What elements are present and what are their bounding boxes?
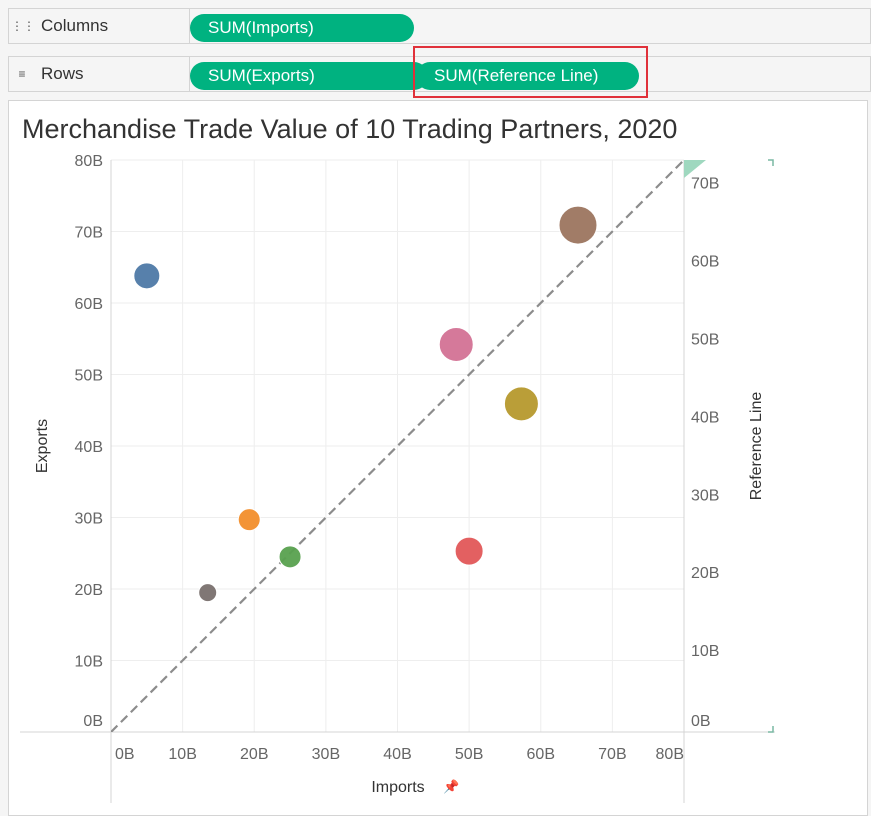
y2-tick-label: 50B (691, 331, 719, 348)
rows-shelf: ≡ Rows SUM(Exports) SUM(Reference Line) (8, 56, 871, 92)
axes (20, 159, 775, 803)
reference-line (111, 160, 684, 732)
y2-axis-title: Reference Line (748, 392, 765, 501)
data-point (133, 262, 161, 290)
y-axis-title: Exports (34, 419, 51, 473)
pane-corner-marker (768, 159, 774, 166)
y-tick-label: 30B (75, 511, 103, 528)
reference-line-pill[interactable]: SUM(Reference Line) (416, 62, 639, 90)
worksheet (8, 100, 868, 816)
data-point (278, 545, 302, 569)
x-tick-label: 0B (115, 746, 135, 763)
y-tick-label: 10B (75, 654, 103, 671)
pane-corner-marker (768, 726, 774, 733)
y2-tick-label: 10B (691, 643, 719, 660)
y-tick-label: 20B (75, 582, 103, 599)
data-point (503, 386, 539, 422)
columns-shelf: ⋮⋮ Columns SUM(Imports) (8, 8, 871, 44)
x-tick-label: 50B (455, 746, 483, 763)
rows-shelf-label: ≡ Rows (9, 57, 190, 91)
y-tick-label: 70B (75, 225, 103, 242)
data-points (133, 205, 598, 603)
x-tick-label: 10B (168, 746, 196, 763)
tick-labels: 0B 10B 20B 30B 40B 50B 60B 70B 80B 0B 10B 20B 30B 40B… (75, 153, 720, 763)
reference-line-highlight (413, 46, 648, 98)
x-tick-label: 70B (598, 746, 626, 763)
data-point (237, 508, 261, 532)
y2-tick-label: 0B (691, 713, 711, 730)
columns-shelf-label: ⋮⋮ Columns (9, 9, 190, 43)
x-tick-label: 30B (312, 746, 340, 763)
imports-pill[interactable]: SUM(Imports) (190, 14, 414, 42)
x-tick-label: 80B (656, 746, 684, 763)
y2-tick-label: 40B (691, 409, 719, 426)
y-tick-label: 0B (83, 713, 103, 730)
x-axis-title: Imports (371, 779, 424, 796)
data-point (198, 583, 218, 603)
x-tick-label: 40B (383, 746, 411, 763)
reference-band-marker (684, 160, 706, 178)
rows-icon: ≡ (18, 67, 26, 81)
columns-icon: ⋮⋮ (11, 19, 35, 33)
x-tick-label: 20B (240, 746, 268, 763)
y-tick-label: 40B (75, 439, 103, 456)
y2-tick-label: 60B (691, 254, 719, 271)
y2-tick-label: 20B (691, 565, 719, 582)
y-tick-label: 60B (75, 296, 103, 313)
data-point (438, 326, 474, 362)
reference-line-path (111, 160, 684, 732)
chart-title: Merchandise Trade Value of 10 Trading Pa… (22, 114, 678, 144)
y2-tick-label: 70B (691, 176, 719, 193)
x-tick-label: 60B (527, 746, 555, 763)
y2-tick-label: 30B (691, 487, 719, 504)
data-point (454, 536, 484, 566)
exports-pill[interactable]: SUM(Exports) (190, 62, 428, 90)
data-point (558, 205, 598, 245)
pin-icon[interactable]: 📌 (443, 778, 459, 794)
y-tick-label: 50B (75, 368, 103, 385)
y-tick-label: 80B (75, 153, 103, 170)
